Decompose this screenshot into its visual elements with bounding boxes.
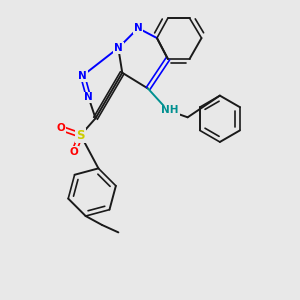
Text: N: N	[78, 71, 87, 81]
Text: N: N	[114, 43, 123, 53]
Text: O: O	[56, 123, 65, 133]
Text: S: S	[76, 129, 85, 142]
Text: N: N	[134, 23, 142, 33]
Text: O: O	[69, 147, 78, 157]
Text: N: N	[84, 92, 93, 103]
Text: NH: NH	[161, 105, 179, 116]
